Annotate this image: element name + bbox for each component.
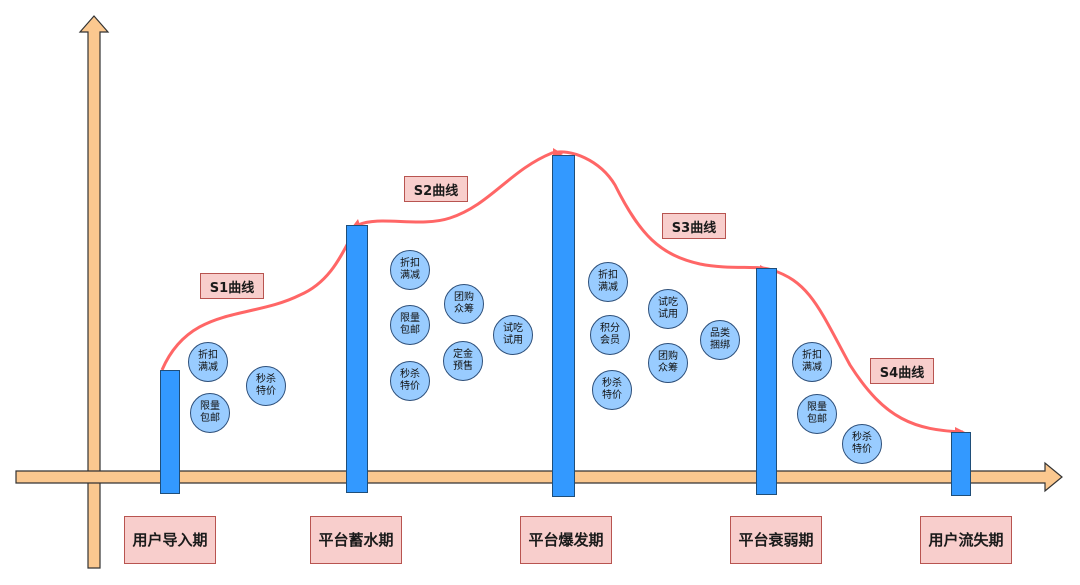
bar-user-import xyxy=(160,370,180,494)
bar-platform-accumulation xyxy=(346,225,368,493)
bubble-tactic: 限量 包邮 xyxy=(190,393,230,433)
stage-label-platform-accumulation: 平台蓄水期 xyxy=(310,516,402,564)
bubble-tactic: 团购 众筹 xyxy=(648,343,688,383)
bubble-tactic: 秒杀 特价 xyxy=(246,366,286,406)
curve-label-s1: S1曲线 xyxy=(200,273,264,299)
stage-label-user-churn: 用户流失期 xyxy=(920,516,1012,564)
stage-label-user-import: 用户导入期 xyxy=(124,516,216,564)
bubble-tactic: 团购 众筹 xyxy=(444,284,484,324)
curve-label-s3: S3曲线 xyxy=(662,213,726,239)
bubble-tactic: 限量 包邮 xyxy=(797,394,837,434)
bubble-tactic: 积分 会员 xyxy=(590,315,630,355)
bubble-tactic: 折扣 满减 xyxy=(792,342,832,382)
bubble-tactic: 折扣 满减 xyxy=(390,250,430,290)
curve-label-s4: S4曲线 xyxy=(870,358,934,384)
bubble-tactic: 品类 捆绑 xyxy=(700,320,740,360)
bubble-tactic: 折扣 满减 xyxy=(188,342,228,382)
bubble-tactic: 折扣 满减 xyxy=(588,262,628,302)
bubble-tactic: 定金 预售 xyxy=(443,341,483,381)
bubble-tactic: 试吃 试用 xyxy=(493,315,533,355)
bar-platform-decline xyxy=(756,268,777,495)
y-axis-arrow xyxy=(78,15,110,569)
bubble-tactic: 试吃 试用 xyxy=(648,289,688,329)
lifecycle-curve xyxy=(160,150,964,434)
bar-platform-burst xyxy=(552,155,575,497)
x-axis-arrow xyxy=(15,461,1063,493)
stage-label-platform-decline: 平台衰弱期 xyxy=(730,516,822,564)
bubble-tactic: 秒杀 特价 xyxy=(842,424,882,464)
bar-user-churn xyxy=(951,432,971,496)
bubble-tactic: 秒杀 特价 xyxy=(390,361,430,401)
bubble-tactic: 秒杀 特价 xyxy=(592,370,632,410)
curve-label-s2: S2曲线 xyxy=(404,176,468,202)
stage-label-platform-burst: 平台爆发期 xyxy=(520,516,612,564)
bubble-tactic: 限量 包邮 xyxy=(390,305,430,345)
